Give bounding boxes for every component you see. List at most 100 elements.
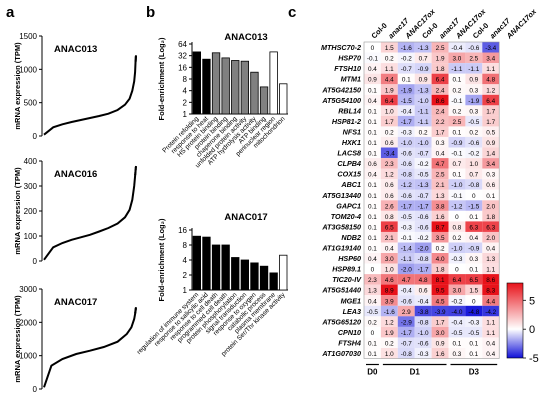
- heatmap-cell: [414, 105, 432, 116]
- bar: [250, 71, 259, 115]
- cell-value: -4.2: [485, 309, 496, 316]
- y-axis-label: Fold-enrichment (Log₂): [157, 37, 166, 120]
- cell-value: -0.3: [451, 256, 462, 263]
- heatmap-cell: [431, 115, 449, 127]
- cell-value: -1.5: [468, 203, 479, 210]
- heatmap-cell: [380, 200, 398, 211]
- cell-value: -0.6: [418, 341, 429, 348]
- cell-value: -1.2: [401, 182, 412, 189]
- cell-value: 3.0: [452, 56, 461, 63]
- heatmap-cell: [364, 52, 381, 64]
- cell-value: -0.6: [418, 224, 429, 231]
- heatmap-cell: [431, 84, 449, 95]
- heatmap-cell: [414, 189, 432, 201]
- cell-value: 0.2: [419, 130, 428, 137]
- heatmap-cell: [465, 316, 483, 327]
- cell-value: 0.1: [368, 214, 377, 221]
- cell-value: 0.2: [452, 108, 461, 115]
- heatmap-cell: [431, 73, 449, 85]
- cell-value: -0.4: [451, 45, 462, 52]
- heatmap-cell: [414, 263, 432, 275]
- heatmap-cell: [448, 189, 466, 201]
- heatmap-cell: [465, 348, 483, 359]
- y-axis-label: mRNA expression (TPM): [13, 167, 22, 255]
- cell-value: -0.9: [418, 66, 429, 73]
- cell-value: -0.2: [418, 161, 429, 168]
- bar-chart-title: ANAC017: [224, 212, 267, 223]
- bar: [192, 235, 202, 291]
- heatmap-cell: [448, 253, 466, 264]
- heatmap-cell: [482, 200, 500, 211]
- heatmap-cell: [414, 136, 432, 148]
- group-brackets: D0 D1 D3: [366, 363, 498, 377]
- heatmap-cell: [397, 210, 415, 222]
- heatmap-cell: [431, 105, 449, 116]
- row-label: FTSH10: [334, 64, 361, 73]
- cell-value: 0.3: [436, 140, 445, 147]
- heatmap-cell: [482, 136, 500, 148]
- heatmap-cell: [482, 348, 500, 359]
- cell-value: -0.5: [451, 330, 462, 337]
- heatmap-cell: [431, 242, 449, 254]
- cell-value: 1.8: [486, 214, 495, 221]
- y-tick-label: 0: [33, 132, 38, 141]
- cell-value: 0.2: [452, 87, 461, 94]
- heatmap-cell: [431, 168, 449, 180]
- row-label: NDB2: [341, 233, 361, 242]
- cell-value: -1.7: [401, 330, 412, 337]
- cell-value: -3.4: [485, 45, 496, 52]
- heatmap-cell: [414, 242, 432, 254]
- bar: [259, 265, 269, 291]
- heatmap-cell: [364, 253, 381, 264]
- heatmap-cell: [364, 168, 381, 180]
- heatmap-cell: [364, 295, 381, 306]
- cell-value: -0.3: [468, 319, 479, 326]
- heatmap-cell: [397, 168, 415, 180]
- cell-value: 0.2: [385, 130, 394, 137]
- cell-value: 2.0: [486, 235, 495, 242]
- row-label: AT5G42150: [321, 85, 361, 94]
- heatmap-cell: [380, 295, 398, 306]
- cell-value: -0.8: [401, 172, 412, 179]
- heatmap-cell: [482, 305, 500, 317]
- y-axis-label: Fold-enrichment (Log₂): [157, 218, 166, 301]
- heatmap-cell: [414, 158, 432, 169]
- heatmap-cell: [431, 126, 449, 137]
- heatmap-cell: [397, 189, 415, 201]
- heatmap-cell: [431, 147, 449, 159]
- heatmap-cell: [465, 63, 483, 74]
- heatmap-cell: [364, 316, 381, 327]
- cell-value: 1.0: [385, 267, 394, 274]
- heatmap-cell: [380, 147, 398, 159]
- heatmap-cell: [448, 231, 466, 243]
- heatmap-cell: [364, 105, 381, 116]
- cell-value: -1.1: [451, 66, 462, 73]
- heatmap-cell: [448, 305, 466, 317]
- heatmap-cell: [364, 115, 381, 127]
- heatmap-cell: [482, 115, 500, 127]
- cell-value: 2.3: [385, 161, 394, 168]
- cell-value: 0.6: [419, 288, 428, 295]
- cell-value: -2.9: [401, 319, 412, 326]
- bar-chart-title: ANAC013: [224, 32, 267, 43]
- heatmap-cell: [431, 337, 449, 348]
- cell-value: 9.5: [436, 288, 445, 295]
- heatmap-cell: [364, 189, 381, 201]
- heatmap-cell: [414, 126, 432, 137]
- cell-value: -4.8: [468, 309, 479, 316]
- cell-value: 0.2: [368, 319, 377, 326]
- cell-value: -0.6: [401, 151, 412, 158]
- cell-value: 0.6: [385, 140, 394, 147]
- row-label: FTSH4: [338, 338, 361, 347]
- heatmap-cell: [465, 158, 483, 169]
- cell-value: -0.7: [401, 341, 412, 348]
- panel-c-heatmap: MTHSC70-2 0 1.5 -1.6 -1.3 2.5 -0.4 -0.6 -3.4 HSP7…: [321, 6, 539, 376]
- heatmap-cell: [380, 136, 398, 148]
- bar: [279, 83, 288, 115]
- cell-value: 1.9: [385, 87, 394, 94]
- cell-value: 2.5: [436, 45, 445, 52]
- heatmap-cell: [482, 147, 500, 159]
- cell-value: -0.8: [401, 351, 412, 358]
